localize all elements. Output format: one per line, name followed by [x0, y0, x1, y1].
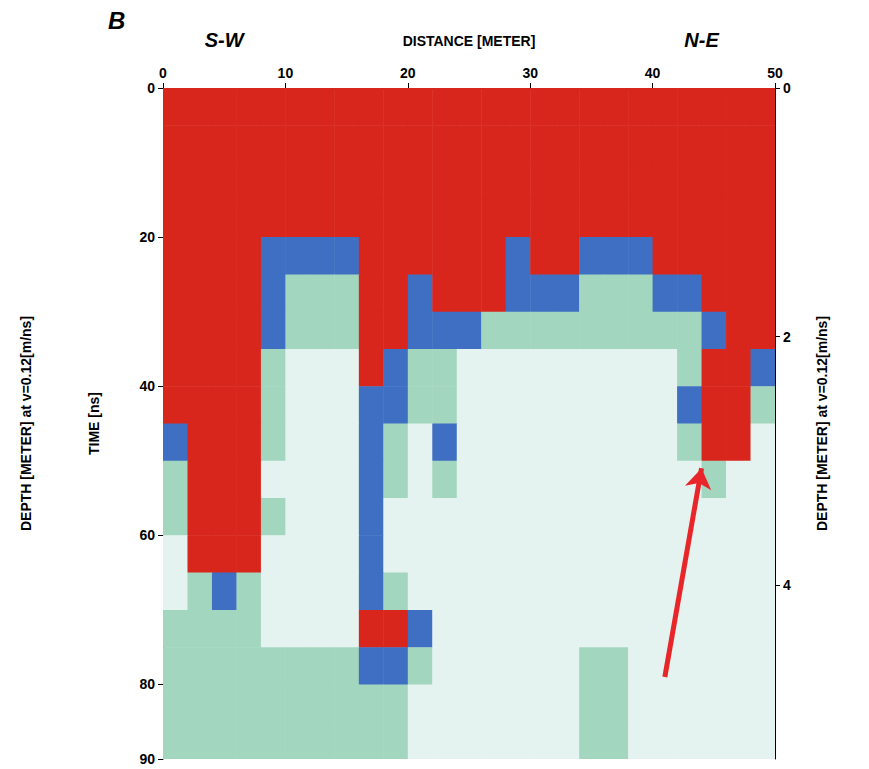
svg-text:B: B: [108, 7, 125, 34]
svg-text:0: 0: [783, 80, 791, 96]
svg-text:TIME [ns]: TIME [ns]: [86, 392, 102, 455]
svg-text:0: 0: [147, 80, 155, 96]
svg-text:DEPTH [METER] at v=0.12[m/ns]: DEPTH [METER] at v=0.12[m/ns]: [18, 316, 34, 531]
svg-text:DEPTH [METER] at v=0.12[m/ns]: DEPTH [METER] at v=0.12[m/ns]: [814, 316, 830, 531]
svg-text:80: 80: [139, 676, 155, 692]
svg-text:40: 40: [645, 65, 661, 81]
svg-text:DISTANCE [METER]: DISTANCE [METER]: [403, 33, 536, 49]
svg-text:20: 20: [400, 65, 416, 81]
svg-text:0: 0: [159, 65, 167, 81]
svg-text:2: 2: [783, 329, 791, 345]
svg-text:20: 20: [139, 229, 155, 245]
svg-text:10: 10: [278, 65, 294, 81]
svg-text:N-E: N-E: [684, 29, 719, 51]
svg-text:40: 40: [139, 378, 155, 394]
svg-text:90: 90: [139, 751, 155, 767]
svg-text:50: 50: [767, 65, 783, 81]
svg-text:60: 60: [139, 527, 155, 543]
svg-text:30: 30: [522, 65, 538, 81]
svg-text:4: 4: [783, 577, 791, 593]
svg-text:S-W: S-W: [205, 29, 246, 51]
